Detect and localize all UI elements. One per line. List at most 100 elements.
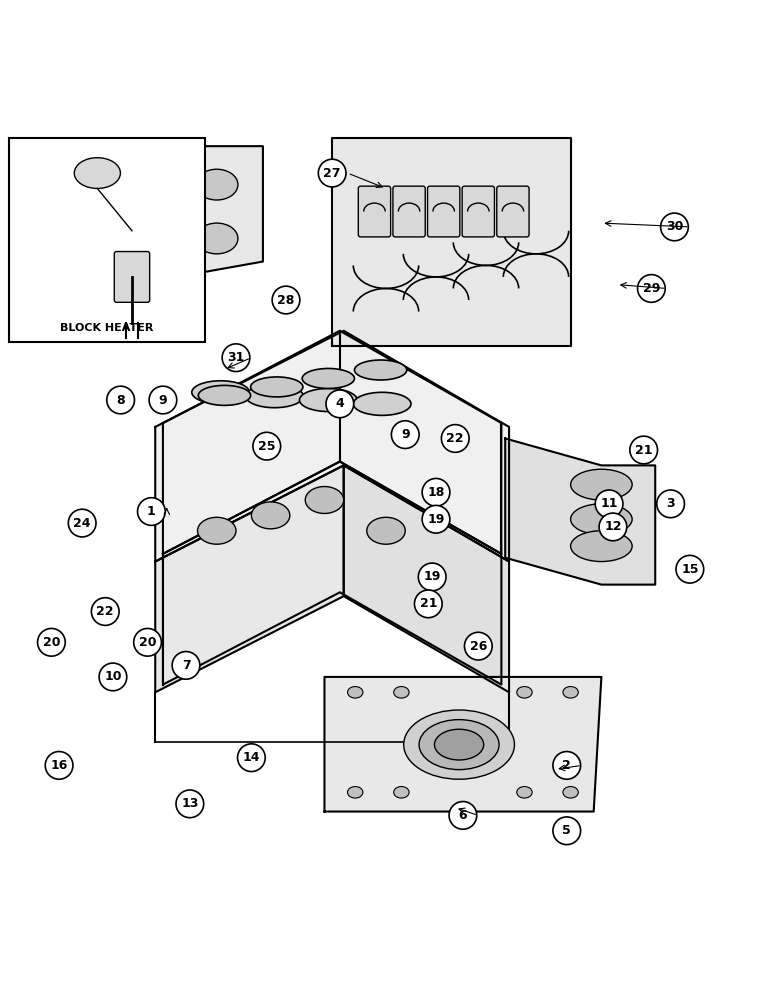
FancyBboxPatch shape — [393, 186, 425, 237]
Text: 6: 6 — [459, 809, 467, 822]
Circle shape — [442, 425, 469, 452]
Polygon shape — [155, 331, 509, 562]
Circle shape — [68, 509, 96, 537]
Ellipse shape — [394, 787, 409, 798]
Circle shape — [418, 563, 446, 591]
Text: 11: 11 — [601, 497, 618, 510]
Circle shape — [134, 628, 161, 656]
Polygon shape — [332, 138, 571, 346]
Text: 21: 21 — [419, 597, 437, 610]
Text: 1: 1 — [147, 505, 156, 518]
Circle shape — [172, 652, 200, 679]
Text: 9: 9 — [158, 394, 168, 407]
Circle shape — [661, 213, 689, 241]
Text: 20: 20 — [42, 636, 60, 649]
Ellipse shape — [516, 687, 532, 698]
Circle shape — [422, 505, 450, 533]
Circle shape — [57, 298, 84, 325]
Ellipse shape — [419, 720, 499, 770]
Circle shape — [449, 802, 477, 829]
Polygon shape — [48, 146, 263, 300]
Circle shape — [465, 632, 493, 660]
Ellipse shape — [198, 385, 251, 405]
Ellipse shape — [563, 787, 578, 798]
Circle shape — [630, 436, 658, 464]
FancyBboxPatch shape — [9, 138, 205, 342]
Text: 34: 34 — [62, 263, 80, 276]
Ellipse shape — [73, 238, 115, 269]
Ellipse shape — [300, 388, 357, 412]
FancyBboxPatch shape — [114, 252, 150, 302]
Circle shape — [326, 390, 354, 418]
Circle shape — [253, 432, 280, 460]
Circle shape — [422, 478, 450, 506]
Circle shape — [46, 752, 73, 779]
Text: 7: 7 — [181, 659, 191, 672]
Ellipse shape — [354, 360, 407, 380]
Circle shape — [599, 513, 627, 541]
FancyBboxPatch shape — [462, 186, 494, 237]
Text: 28: 28 — [277, 294, 295, 307]
Polygon shape — [344, 465, 509, 692]
Ellipse shape — [563, 687, 578, 698]
Ellipse shape — [571, 504, 632, 535]
Circle shape — [91, 598, 119, 625]
Circle shape — [107, 386, 134, 414]
Text: 3: 3 — [666, 497, 675, 510]
Circle shape — [176, 790, 204, 818]
Polygon shape — [505, 438, 655, 585]
Text: 10: 10 — [104, 670, 122, 683]
Ellipse shape — [134, 231, 176, 262]
Ellipse shape — [134, 177, 176, 208]
Text: 29: 29 — [643, 282, 660, 295]
Circle shape — [99, 663, 127, 691]
Ellipse shape — [198, 517, 236, 544]
Circle shape — [676, 555, 704, 583]
Ellipse shape — [74, 158, 120, 188]
Text: 24: 24 — [73, 517, 91, 530]
Polygon shape — [324, 677, 601, 812]
Ellipse shape — [305, 487, 344, 513]
Circle shape — [657, 490, 685, 518]
Circle shape — [638, 275, 665, 302]
Text: 2: 2 — [562, 759, 571, 772]
Text: 35: 35 — [62, 305, 80, 318]
Circle shape — [273, 286, 300, 314]
Text: 19: 19 — [424, 570, 441, 583]
Circle shape — [553, 752, 581, 779]
Text: 27: 27 — [323, 167, 341, 180]
Text: 31: 31 — [227, 351, 245, 364]
Ellipse shape — [251, 377, 303, 397]
Ellipse shape — [571, 531, 632, 562]
Text: 5: 5 — [562, 824, 571, 837]
Circle shape — [415, 590, 442, 618]
Text: 22: 22 — [96, 605, 114, 618]
Text: 12: 12 — [604, 520, 621, 533]
Circle shape — [553, 817, 581, 845]
Circle shape — [38, 628, 66, 656]
Text: 4: 4 — [336, 397, 344, 410]
FancyBboxPatch shape — [358, 186, 391, 237]
Text: 25: 25 — [258, 440, 276, 453]
Circle shape — [149, 386, 177, 414]
Ellipse shape — [195, 223, 238, 254]
FancyBboxPatch shape — [428, 186, 460, 237]
Ellipse shape — [347, 687, 363, 698]
Circle shape — [57, 255, 84, 283]
Text: 18: 18 — [428, 486, 445, 499]
FancyBboxPatch shape — [496, 186, 529, 237]
Text: 19: 19 — [428, 513, 445, 526]
Ellipse shape — [354, 392, 411, 415]
Text: 8: 8 — [117, 394, 125, 407]
Ellipse shape — [435, 729, 484, 760]
Text: 30: 30 — [665, 220, 683, 233]
Circle shape — [318, 159, 346, 187]
Text: 15: 15 — [681, 563, 699, 576]
Text: 13: 13 — [181, 797, 198, 810]
Text: 16: 16 — [50, 759, 68, 772]
Ellipse shape — [302, 368, 354, 388]
Circle shape — [238, 744, 266, 772]
Text: 20: 20 — [139, 636, 156, 649]
Circle shape — [222, 344, 250, 372]
Circle shape — [137, 498, 165, 525]
